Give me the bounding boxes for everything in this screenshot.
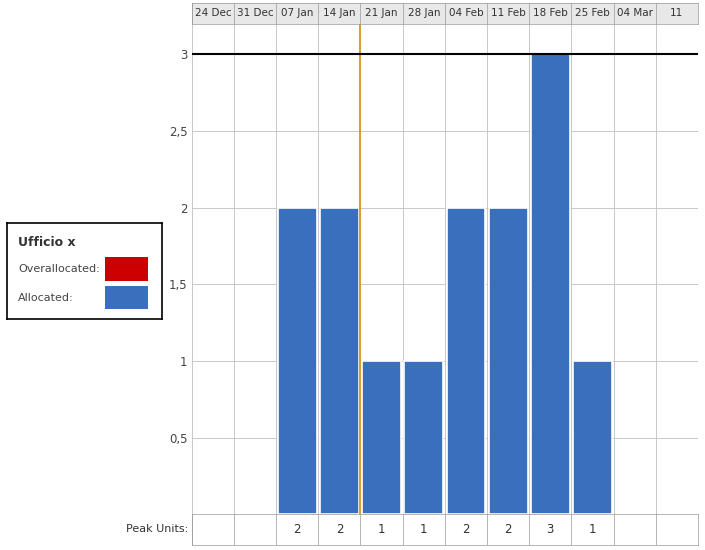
Bar (362, 361, 401, 514)
Bar (446, 208, 485, 514)
Text: 3: 3 (546, 523, 554, 536)
Text: Overallocated:: Overallocated: (18, 264, 99, 274)
Text: 18 Feb: 18 Feb (533, 8, 568, 18)
Text: 31 Dec: 31 Dec (237, 8, 274, 18)
Text: 04 Feb: 04 Feb (448, 8, 483, 18)
Text: 07 Jan: 07 Jan (281, 8, 314, 18)
Text: 24 Dec: 24 Dec (195, 8, 231, 18)
Bar (405, 361, 443, 514)
Text: 2: 2 (462, 523, 470, 536)
Text: 1: 1 (378, 523, 386, 536)
Bar (278, 208, 317, 514)
Bar (573, 361, 612, 514)
Text: 04 Mar: 04 Mar (617, 8, 653, 18)
Text: 1: 1 (589, 523, 596, 536)
Text: 2: 2 (336, 523, 343, 536)
Bar (320, 208, 359, 514)
Text: 1: 1 (420, 523, 427, 536)
Bar (489, 208, 527, 514)
Text: Ufficio x: Ufficio x (18, 235, 75, 249)
Text: 2: 2 (293, 523, 301, 536)
Text: Peak Units:: Peak Units: (126, 524, 188, 535)
Text: 28 Jan: 28 Jan (407, 8, 440, 18)
Bar (105, 286, 148, 309)
Text: 11: 11 (670, 8, 683, 18)
Text: 21 Jan: 21 Jan (365, 8, 398, 18)
Bar (105, 257, 148, 280)
Text: 14 Jan: 14 Jan (323, 8, 355, 18)
Text: Allocated:: Allocated: (18, 293, 73, 303)
Bar (531, 54, 570, 514)
Text: 25 Feb: 25 Feb (575, 8, 610, 18)
Text: 2: 2 (504, 523, 512, 536)
Text: 11 Feb: 11 Feb (491, 8, 525, 18)
